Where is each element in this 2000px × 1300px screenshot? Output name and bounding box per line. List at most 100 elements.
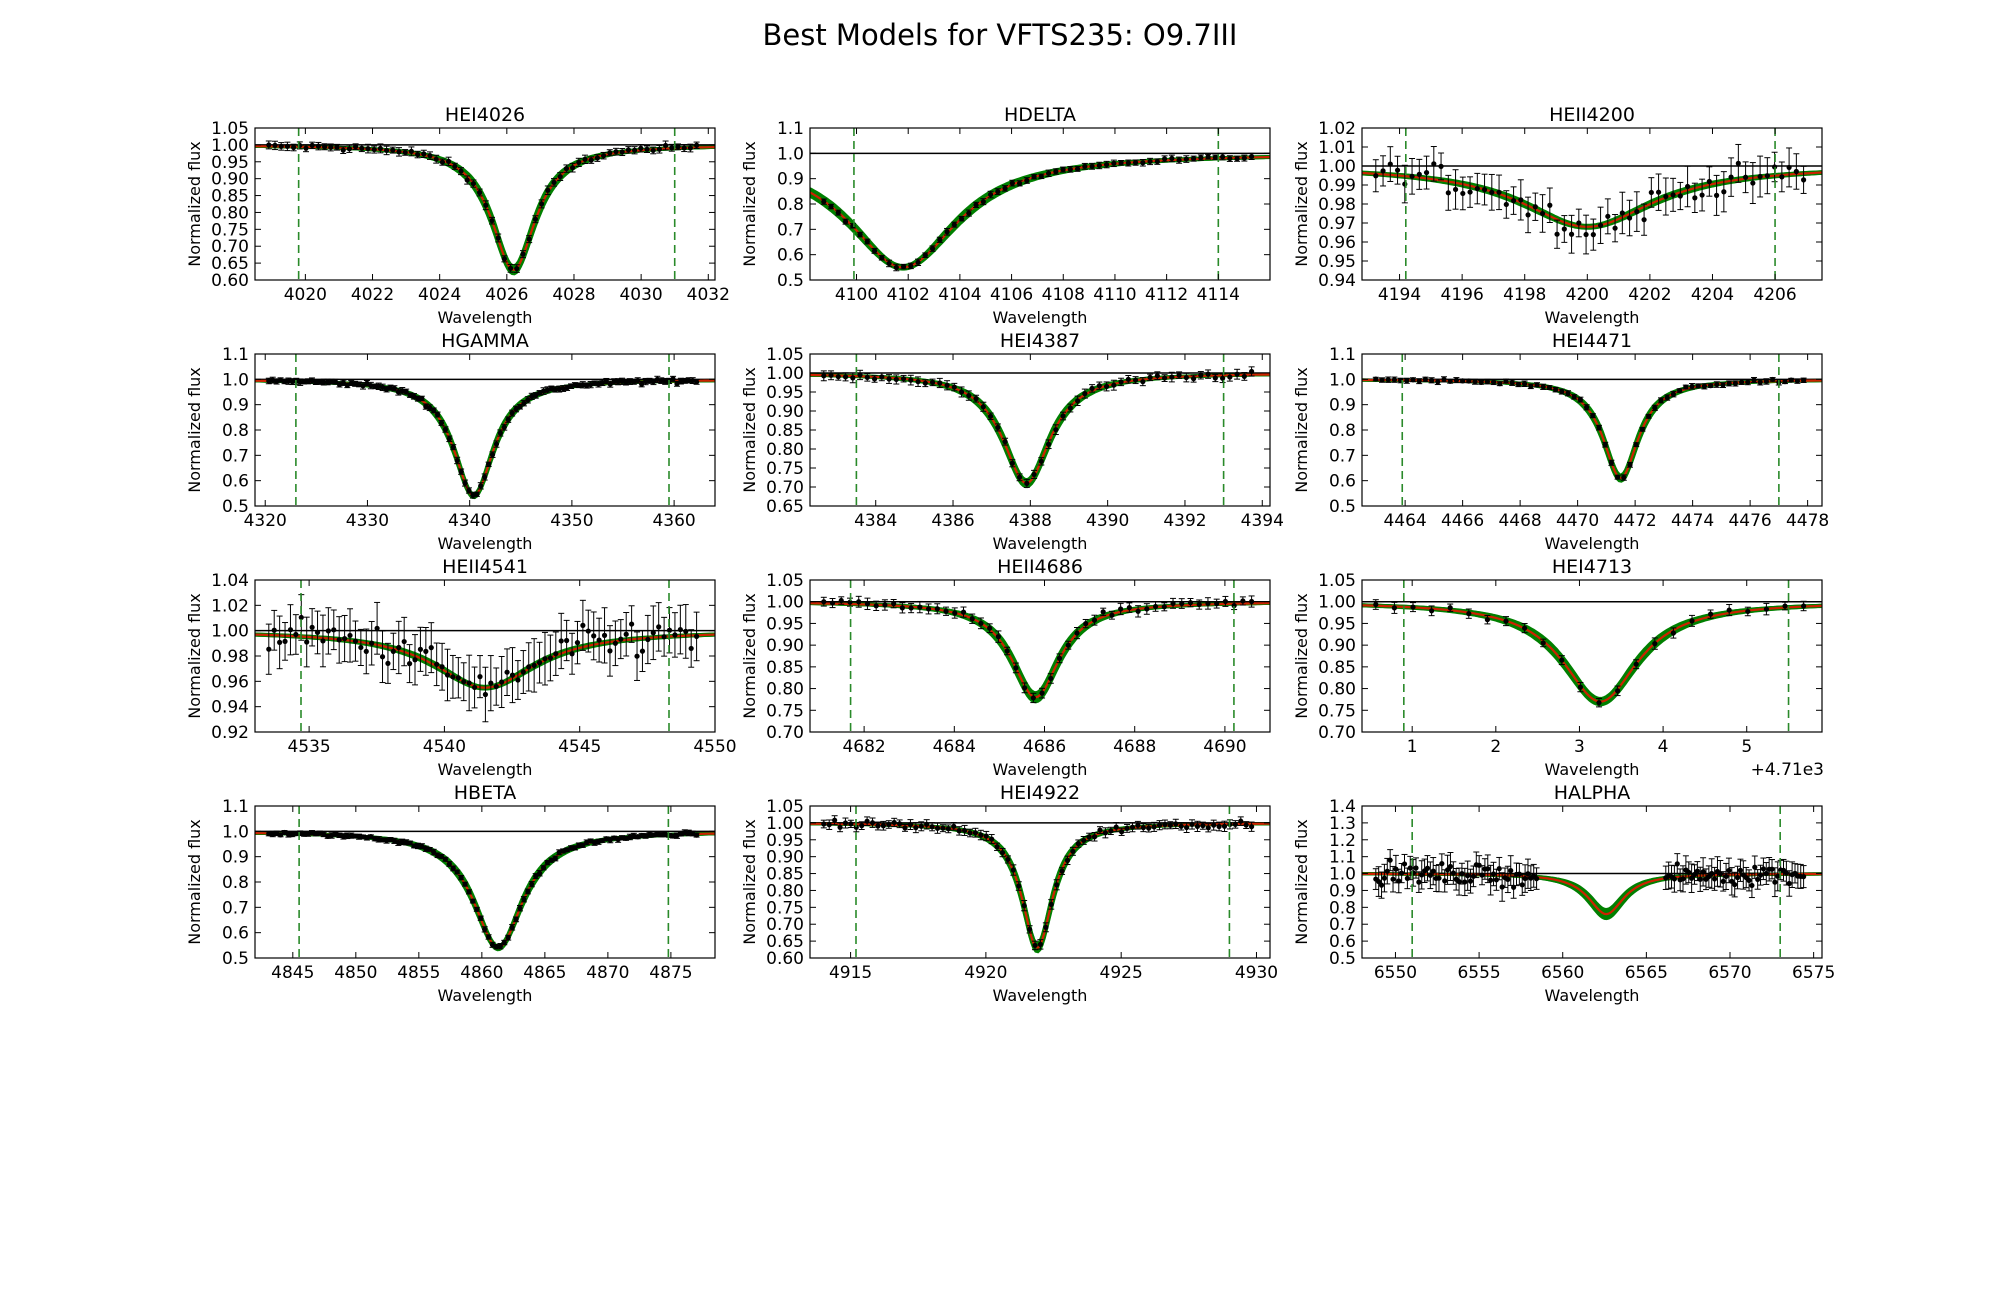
- data-point: [615, 379, 621, 385]
- data-point: [1111, 160, 1117, 166]
- model-grid-line: [1362, 604, 1822, 707]
- y-tick-label: 0.75: [766, 701, 804, 721]
- y-tick-label: 1.0: [1329, 370, 1356, 390]
- data-point: [1728, 174, 1734, 180]
- data-point: [277, 832, 284, 838]
- data-point: [900, 376, 907, 382]
- y-tick-label: 0.95: [1318, 614, 1356, 634]
- data-point: [623, 631, 629, 637]
- data-point: [1167, 822, 1173, 828]
- model-grid-line: [810, 822, 1270, 947]
- subplot-heii4541: 4535 4540 4545 4550 0.92 0.94 0.96 0.98 1.00 1.02…: [185, 556, 737, 779]
- data-point: [1621, 474, 1627, 481]
- data-point: [686, 377, 692, 383]
- data-point: [1219, 154, 1226, 160]
- data-point: [557, 173, 563, 180]
- data-point: [1091, 617, 1098, 623]
- y-tick-label: 0.65: [766, 497, 804, 517]
- data-point: [821, 373, 827, 379]
- data-point: [1775, 873, 1781, 879]
- data-point: [1686, 869, 1692, 875]
- x-tick-label: 4388: [1009, 511, 1052, 531]
- data-point: [320, 638, 326, 644]
- data-point: [488, 680, 494, 686]
- data-point: [627, 378, 633, 385]
- x-tick-label: 4202: [1628, 285, 1671, 305]
- data-point: [374, 625, 380, 631]
- data-point: [1147, 374, 1153, 380]
- data-point: [694, 142, 700, 148]
- data-point: [547, 655, 553, 661]
- data-point: [1684, 183, 1691, 190]
- data-point: [446, 158, 452, 164]
- axes-frame: [809, 579, 1271, 733]
- data-point: [411, 393, 417, 399]
- x-tick-label: 4855: [397, 963, 440, 983]
- data-point: [1532, 204, 1538, 210]
- axes-frame: [1361, 805, 1823, 959]
- data-point: [384, 147, 390, 154]
- data-point: [1670, 630, 1676, 636]
- data-point: [395, 840, 401, 846]
- y-tick-label: 0.6: [222, 472, 249, 492]
- data-point: [1782, 378, 1788, 385]
- model-grid-line: [1362, 378, 1822, 479]
- x-tick-label: 6565: [1625, 963, 1668, 983]
- data-point: [458, 168, 464, 174]
- data-point: [978, 620, 984, 626]
- data-point: [560, 848, 566, 854]
- data-point: [1102, 830, 1108, 836]
- y-axis-label: Normalized flux: [185, 593, 204, 719]
- data-point: [1118, 606, 1124, 612]
- x-tick-label: 4360: [652, 511, 695, 531]
- y-tick-label: 0.70: [766, 478, 804, 498]
- data-point: [446, 861, 452, 867]
- model-grid-line: [810, 822, 1270, 952]
- data-point: [1503, 378, 1509, 384]
- data-point: [526, 236, 532, 242]
- data-point: [580, 382, 586, 388]
- y-tick-label: 0.7: [222, 898, 249, 918]
- data-point: [937, 380, 943, 386]
- data-point: [336, 637, 342, 643]
- data-point: [973, 396, 979, 402]
- data-point: [412, 657, 418, 663]
- y-tick-label: 0.90: [1318, 636, 1356, 656]
- y-axis-label: Normalized flux: [1292, 819, 1311, 945]
- data-point: [509, 410, 515, 416]
- data-point: [1086, 834, 1092, 840]
- x-offset-label: +4.71e3: [1751, 760, 1824, 780]
- data-point: [482, 691, 489, 698]
- data-point: [1380, 168, 1386, 174]
- y-tick-label: 0.80: [211, 203, 249, 223]
- data-point: [572, 845, 578, 851]
- data-point: [1472, 379, 1478, 385]
- data-point: [497, 430, 503, 436]
- data-point: [450, 674, 456, 680]
- y-tick-label: 0.5: [222, 497, 249, 517]
- data-point: [886, 821, 892, 828]
- data-point: [266, 378, 272, 384]
- y-tick-label: 1.05: [211, 119, 249, 139]
- data-point: [908, 605, 914, 611]
- data-point: [284, 143, 290, 149]
- data-point: [871, 376, 878, 382]
- data-point: [517, 404, 523, 410]
- data-point: [1633, 442, 1639, 448]
- data-point: [556, 386, 562, 392]
- model-grid-line: [1362, 603, 1822, 704]
- data-point: [423, 648, 429, 655]
- data-point: [464, 177, 470, 183]
- data-point: [1534, 382, 1540, 388]
- data-point: [1447, 863, 1454, 870]
- data-point: [826, 822, 832, 828]
- data-point: [417, 646, 424, 652]
- data-point: [1478, 379, 1484, 385]
- data-point: [1381, 875, 1388, 881]
- data-point: [1187, 600, 1194, 606]
- data-point: [1732, 380, 1738, 387]
- data-point: [886, 376, 892, 382]
- data-point: [1456, 879, 1462, 885]
- data-point: [1484, 617, 1490, 623]
- data-point: [478, 483, 484, 489]
